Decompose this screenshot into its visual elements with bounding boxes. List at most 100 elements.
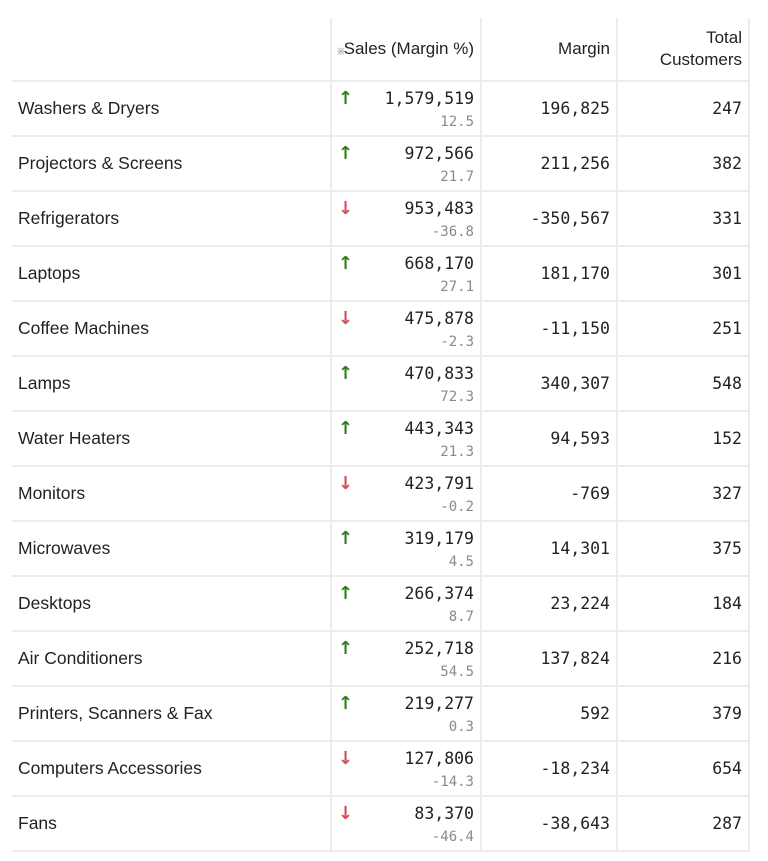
category-name: Lamps: [12, 355, 332, 411]
sales-value: 252,718: [404, 639, 474, 658]
margin-value: 14,301: [480, 520, 618, 576]
table-row[interactable]: Air Conditioners ↑ 252,718 54.5 137,824 216: [12, 630, 750, 686]
table-row[interactable]: Computers Accessories ↓ 127,806 -14.3 -18,23…: [12, 740, 750, 796]
customers-value: 152: [616, 410, 750, 466]
collapse-icon[interactable]: ⋇: [336, 44, 347, 58]
category-name: Water Heaters: [12, 410, 332, 466]
sales-value: 127,806: [404, 749, 474, 768]
header-customers[interactable]: Total Customers: [616, 18, 750, 81]
sales-cell: ↓ 953,483 -36.8: [330, 190, 482, 246]
margin-value: 94,593: [480, 410, 618, 466]
table-row[interactable]: Desktops ↑ 266,374 8.7 23,224 184: [12, 575, 750, 631]
table-row[interactable]: Fans ↓ 83,370 -46.4 -38,643 287: [12, 795, 750, 852]
customers-value: 301: [616, 245, 750, 301]
table-row[interactable]: Coffee Machines ↓ 475,878 -2.3 -11,150 251: [12, 300, 750, 356]
arrow-up-icon: ↑: [338, 638, 354, 659]
sales-value: 1,579,519: [384, 89, 474, 108]
sales-value: 470,833: [404, 364, 474, 383]
table-row[interactable]: Monitors ↓ 423,791 -0.2 -769 327: [12, 465, 750, 521]
customers-value: 382: [616, 135, 750, 191]
table-row[interactable]: Printers, Scanners & Fax ↑ 219,277 0.3 592 37…: [12, 685, 750, 741]
customers-value: 375: [616, 520, 750, 576]
margin-value: -38,643: [480, 795, 618, 852]
table-row[interactable]: Laptops ↑ 668,170 27.1 181,170 301: [12, 245, 750, 301]
customers-value: 247: [616, 80, 750, 136]
customers-value: 327: [616, 465, 750, 521]
table-row[interactable]: Refrigerators ↓ 953,483 -36.8 -350,567 331: [12, 190, 750, 246]
category-name: Refrigerators: [12, 190, 332, 246]
margin-percent: 27.1: [440, 279, 474, 295]
category-name: Monitors: [12, 465, 332, 521]
table-row[interactable]: Washers & Dryers ↑ 1,579,519 12.5 196,825 247: [12, 80, 750, 136]
margin-percent: 21.7: [440, 169, 474, 185]
customers-value: 287: [616, 795, 750, 852]
arrow-down-icon: ↓: [338, 748, 354, 769]
margin-value: -11,150: [480, 300, 618, 356]
table-row[interactable]: Projectors & Screens ↑ 972,566 21.7 211,256 3…: [12, 135, 750, 191]
sales-cell: ↑ 319,179 4.5: [330, 520, 482, 576]
header-sales[interactable]: ⋇ Sales (Margin %): [330, 18, 482, 81]
arrow-up-icon: ↑: [338, 693, 354, 714]
margin-percent: -36.8: [431, 224, 474, 240]
sales-value: 668,170: [404, 254, 474, 273]
margin-value: -350,567: [480, 190, 618, 246]
margin-value: 181,170: [480, 245, 618, 301]
arrow-up-icon: ↑: [338, 583, 354, 604]
arrow-up-icon: ↑: [338, 528, 354, 549]
customers-value: 654: [616, 740, 750, 796]
header-sales-label: Sales (Margin %): [343, 39, 474, 58]
margin-value: -769: [480, 465, 618, 521]
margin-percent: 21.3: [440, 444, 474, 460]
customers-value: 184: [616, 575, 750, 631]
margin-value: 211,256: [480, 135, 618, 191]
margin-value: 23,224: [480, 575, 618, 631]
category-name: Washers & Dryers: [12, 80, 332, 136]
table-row[interactable]: Lamps ↑ 470,833 72.3 340,307 548: [12, 355, 750, 411]
sales-cell: ↓ 423,791 -0.2: [330, 465, 482, 521]
margin-value: 196,825: [480, 80, 618, 136]
sales-cell: ↓ 475,878 -2.3: [330, 300, 482, 356]
margin-percent: -0.2: [440, 499, 474, 515]
category-name: Coffee Machines: [12, 300, 332, 356]
arrow-down-icon: ↓: [338, 308, 354, 329]
margin-value: -18,234: [480, 740, 618, 796]
table-row[interactable]: Water Heaters ↑ 443,343 21.3 94,593 152: [12, 410, 750, 466]
arrow-up-icon: ↑: [338, 418, 354, 439]
arrow-down-icon: ↓: [338, 198, 354, 219]
category-name: Fans: [12, 795, 332, 852]
category-name: Printers, Scanners & Fax: [12, 685, 332, 741]
sales-value: 319,179: [404, 529, 474, 548]
arrow-down-icon: ↓: [338, 803, 354, 824]
sales-value: 219,277: [404, 694, 474, 713]
category-name: Projectors & Screens: [12, 135, 332, 191]
sales-cell: ↑ 219,277 0.3: [330, 685, 482, 741]
sales-cell: ↑ 252,718 54.5: [330, 630, 482, 686]
sales-cell: ↑ 1,579,519 12.5: [330, 80, 482, 136]
sales-value: 475,878: [404, 309, 474, 328]
sales-cell: ↑ 266,374 8.7: [330, 575, 482, 631]
margin-percent: -46.4: [431, 829, 474, 845]
sales-value: 423,791: [404, 474, 474, 493]
sales-value: 443,343: [404, 419, 474, 438]
sales-value: 953,483: [404, 199, 474, 218]
margin-value: 592: [480, 685, 618, 741]
category-name: Air Conditioners: [12, 630, 332, 686]
sales-cell: ↑ 470,833 72.3: [330, 355, 482, 411]
sales-cell: ↓ 83,370 -46.4: [330, 795, 482, 852]
margin-percent: 72.3: [440, 389, 474, 405]
margin-percent: 12.5: [440, 114, 474, 130]
sales-cell: ↓ 127,806 -14.3: [330, 740, 482, 796]
category-name: Desktops: [12, 575, 332, 631]
header-row: ⋇ Sales (Margin %) Margin Total Customer…: [12, 18, 750, 81]
table-row[interactable]: Microwaves ↑ 319,179 4.5 14,301 375: [12, 520, 750, 576]
customers-value: 251: [616, 300, 750, 356]
header-name[interactable]: [12, 18, 332, 81]
margin-percent: -2.3: [440, 334, 474, 350]
margin-percent: 4.5: [448, 554, 474, 570]
margin-percent: 54.5: [440, 664, 474, 680]
sales-value: 83,370: [414, 804, 474, 823]
header-margin[interactable]: Margin: [480, 18, 618, 81]
customers-value: 331: [616, 190, 750, 246]
arrow-down-icon: ↓: [338, 473, 354, 494]
arrow-up-icon: ↑: [338, 143, 354, 164]
